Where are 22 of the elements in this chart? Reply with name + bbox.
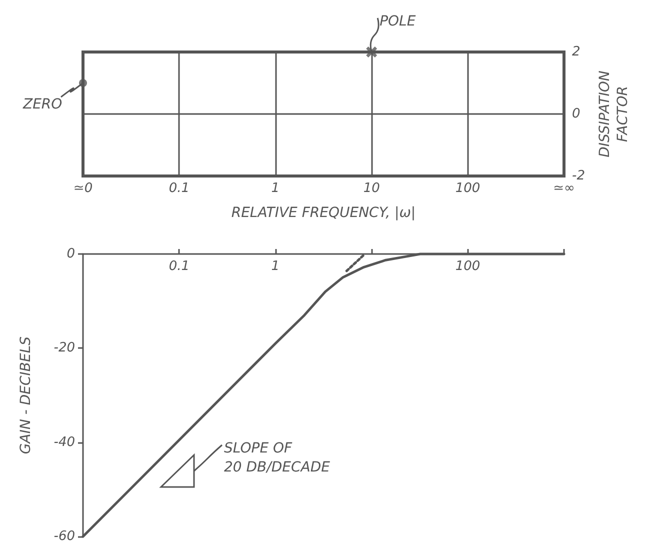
x-tick-label: ≃∞ xyxy=(553,181,575,196)
y2-tick-label: 2 xyxy=(572,44,580,60)
y-axis-title: GAIN - DECIBELS xyxy=(18,336,34,454)
x-tick-label: ≃0 xyxy=(73,181,93,196)
text: POLE xyxy=(380,14,416,30)
x-tick-label: 100 xyxy=(455,181,480,196)
x-tick-label: 0.1 xyxy=(168,259,190,274)
y-tick-label: -40 xyxy=(54,434,75,450)
x-tick-label: 1 xyxy=(271,181,280,196)
y2-tick-label: 0 xyxy=(572,106,580,122)
y2-axis-title: DISSIPATION FACTOR xyxy=(597,70,631,158)
annotation: SLOPE OF 20 DB/DECADE xyxy=(224,440,330,476)
x-tick-label: 1 xyxy=(271,259,280,274)
y-tick-label: -60 xyxy=(54,529,75,543)
y2-tick-label: -2 xyxy=(572,168,585,184)
y-tick-label: -20 xyxy=(54,340,75,356)
x-tick-label: 100 xyxy=(455,259,480,274)
x-tick-label: 10 xyxy=(363,181,380,196)
x-tick-label: 0.1 xyxy=(168,181,190,196)
y-tick-label: 0 xyxy=(66,246,75,262)
text: ZERO xyxy=(22,96,62,112)
x-axis-title: RELATIVE FREQUENCY, |ω| xyxy=(231,205,416,221)
